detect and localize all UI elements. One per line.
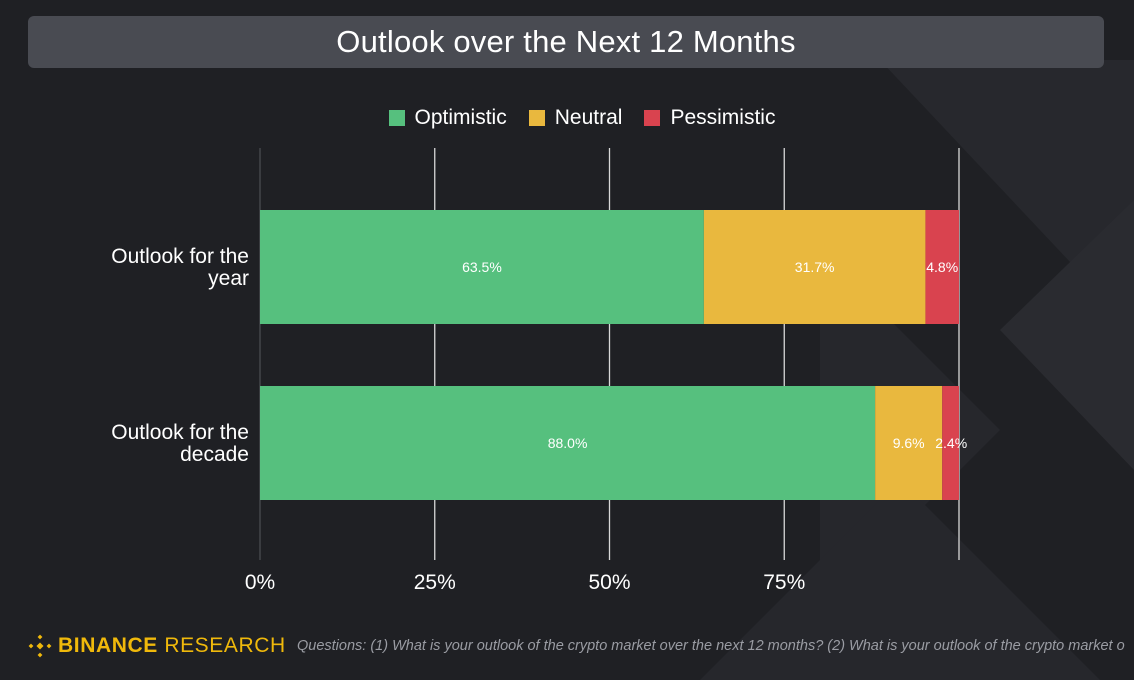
bar-segment-neutral [875,386,943,500]
category-label: year [208,267,249,290]
x-tick-label: 0% [245,571,275,594]
x-tick-label: 75% [763,571,805,594]
category-label: decade [180,443,249,466]
legend-swatch-pessimistic [644,110,661,126]
legend-swatch-optimistic [388,110,405,126]
data-label-pessimistic: 4.8% [926,259,958,275]
chart-title-banner: Outlook over the Next 12 Months [28,16,1104,68]
x-tick-label: 50% [588,571,630,594]
legend-label-optimistic: Optimistic [414,106,507,129]
legend-label-pessimistic: Pessimistic [670,106,776,129]
bar-segment-neutral [703,210,926,324]
category-label: Outlook for the [111,245,249,268]
category-label: Outlook for the [111,421,249,444]
brand-suffix: RESEARCH [164,634,286,657]
legend-label-neutral: Neutral [554,106,623,129]
brand-name: BINANCE [58,634,158,657]
bar-segment-optimistic [260,386,876,500]
legend-item-pessimistic: Pessimistic [644,106,775,130]
bar-segment-pessimistic [925,210,959,324]
legend-swatch-neutral [528,110,545,126]
legend-item-neutral: Neutral [528,106,623,130]
bar-segment-optimistic [260,210,704,324]
chart-legend: Optimistic Neutral Pessimistic [0,106,1134,130]
chart-title: Outlook over the Next 12 Months [336,24,796,59]
survey-questions-note: Questions: (1) What is your outlook of t… [297,638,1125,654]
brand-logo: BINANCE RESEARCH [28,634,286,658]
brand-logo-text: BINANCE RESEARCH [58,634,286,658]
data-label-neutral: 31.7% [795,259,835,275]
data-label-neutral: 9.6% [893,435,925,451]
x-tick-label: 25% [414,571,456,594]
data-label-optimistic: 88.0% [548,435,588,451]
data-label-pessimistic: 2.4% [935,435,967,451]
legend-item-optimistic: Optimistic [388,106,507,130]
binance-logo-icon [28,634,52,658]
data-label-optimistic: 63.5% [462,259,502,275]
bar-segment-pessimistic [942,386,959,500]
